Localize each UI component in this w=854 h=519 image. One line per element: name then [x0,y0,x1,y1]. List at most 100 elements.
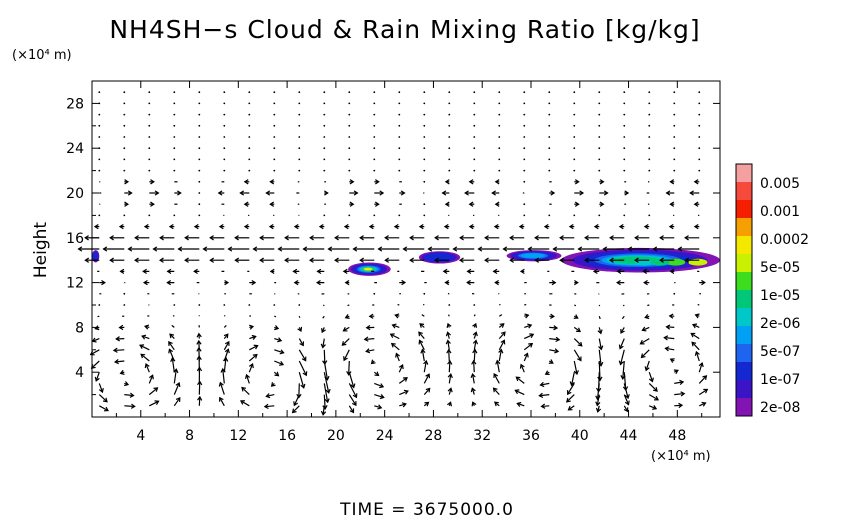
wind-vector-head [648,377,654,383]
wind-vector [273,158,276,161]
wind-vector [423,387,431,395]
wind-vector [323,113,326,116]
wind-vector [663,335,675,341]
wind-vector-shaft [240,400,250,407]
wind-vector [493,372,500,384]
wind-vectors [77,91,709,416]
wind-vector [198,147,201,150]
wind-vector-shaft [493,373,500,384]
wind-vector [323,136,326,138]
wind-vector-shaft [298,349,307,361]
wind-vector [616,279,625,286]
wind-vector-head [694,350,700,356]
wind-vector [99,279,106,286]
wind-vector [373,124,376,127]
wind-vector-head [94,376,100,382]
y-tick-label: 20 [66,186,84,202]
wind-vector-shaft [98,394,108,403]
y-tick-label: 4 [75,365,84,381]
wind-vector [633,257,650,263]
wind-vector [173,397,181,407]
wind-vector [323,383,330,404]
wind-vector [598,316,601,320]
wind-vector-head [368,313,374,319]
wind-vector-shaft [520,364,525,373]
wind-vector [423,401,430,407]
wind-vector-shaft [198,340,200,350]
wind-vector-head [334,235,339,241]
wind-vector [118,223,125,230]
wind-vector-head [693,223,699,230]
wind-vector-head [519,363,525,369]
wind-vector-head [224,340,230,346]
wind-vector-head [492,387,498,393]
wind-vector-shaft [392,324,400,328]
wind-vector [548,169,551,172]
y-axis-unit: (×10⁴ m) [12,48,72,63]
wind-vector [292,268,300,275]
wind-vector-head [150,179,155,185]
wind-vector [297,326,303,332]
wind-vector [322,349,328,366]
wind-vector [298,91,301,94]
wind-vector [149,201,155,207]
wind-vector [368,223,375,230]
wind-vector-head [401,279,407,286]
wind-vector-head [91,337,97,343]
wind-vector [498,339,506,351]
wind-vector-head [241,386,247,392]
wind-vector-head [379,190,385,196]
wind-vector [673,124,676,127]
wind-vector-shaft [322,315,325,319]
wind-vector [123,304,126,306]
wind-vector [223,113,226,116]
wind-vector-head [320,343,326,349]
wind-vector [274,337,283,343]
wind-vector [549,279,557,286]
wind-vector-shaft [598,316,601,320]
wind-vector-shaft [374,405,382,409]
wind-vector [690,332,700,340]
wind-vector [642,268,650,275]
wind-vector-shaft [674,404,683,407]
wind-vector [423,203,426,206]
wind-vector-head [277,337,283,343]
wind-vector [665,324,675,330]
wind-vector [348,394,357,407]
wind-vector [473,102,476,105]
wind-vector-head [154,400,160,406]
wind-vector-head [579,190,585,196]
wind-vector-head [341,341,347,346]
wind-vector [473,136,476,138]
wind-vector-shaft [343,349,350,361]
wind-vector-shaft [619,349,625,365]
wind-vector-head [550,190,556,196]
wind-vector [270,382,276,387]
wind-vector [523,180,526,183]
wind-vector-head [445,339,451,345]
wind-vector-head [368,223,374,230]
wind-vector [248,353,258,362]
wind-vector-head [608,257,614,263]
wind-vector [418,223,425,230]
wind-vector [298,338,305,347]
wind-vector [168,223,175,230]
wind-vector-head [484,235,489,241]
wind-vector [598,136,601,138]
wind-vector [399,279,407,286]
wind-vector [684,257,700,263]
colorbar-label: 1e-07 [760,372,800,388]
wind-vector [321,327,326,334]
wind-vector [327,246,350,252]
wind-vector-head [665,324,671,330]
wind-vector-head [301,356,307,362]
wind-vector [265,190,275,196]
wind-vector [384,257,400,263]
wind-vector-head [114,359,119,365]
x-tick-label: 12 [229,428,247,444]
wind-vector [241,386,250,396]
wind-vector [518,223,525,230]
colorbar-swatch [736,164,752,183]
wind-vector-head [518,223,524,230]
wind-vector [323,124,326,127]
